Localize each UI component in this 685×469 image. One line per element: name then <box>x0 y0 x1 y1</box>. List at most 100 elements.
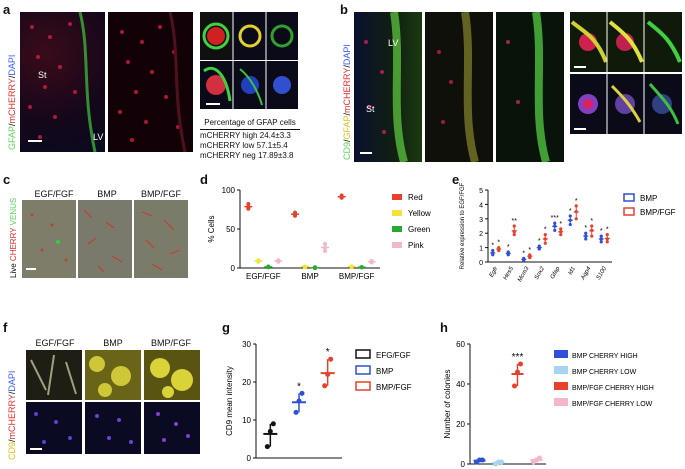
x-tick-label: Mcm3 <box>517 265 531 283</box>
x-tick-label: BMP <box>301 272 318 281</box>
significance-marker: * <box>606 227 609 234</box>
significance-marker: * <box>559 221 562 228</box>
y-tick-label: 40 <box>456 380 465 389</box>
y-axis-label: % Cells <box>207 215 216 242</box>
panel-f-image-bmp-top <box>85 350 141 400</box>
legend-swatch <box>554 398 568 406</box>
data-point <box>270 421 276 427</box>
data-point <box>506 250 510 254</box>
significance-marker: * <box>522 250 525 257</box>
significance-marker: * <box>491 242 494 249</box>
panel-f-stain-label: CD9/mCHERRY/DAPI <box>7 370 17 460</box>
legend-label: BMP/FGF <box>640 208 676 217</box>
data-point <box>491 248 495 253</box>
panel-c-bmp-cells <box>83 209 123 273</box>
legend-label: BMP/FGF <box>376 383 412 392</box>
chart-d: 0 50 100 % Cells EGF/FGF BMP BMP/FGF Red Yellow G… <box>207 186 431 281</box>
legend-swatch <box>392 226 402 232</box>
data-point <box>584 234 588 238</box>
data-point <box>559 230 563 234</box>
data-point <box>512 224 516 228</box>
panel-b-merged-cells <box>364 12 408 162</box>
significance-marker: * <box>507 244 510 251</box>
y-tick-label: 5 <box>479 188 483 195</box>
chart-h: 0 20 40 60 Number of colonies *** BMP CHERRY H… <box>443 340 654 468</box>
y-tick-label: 1 <box>479 246 483 253</box>
data-point <box>568 218 572 222</box>
data-point <box>605 237 609 241</box>
scale-bar <box>26 268 36 270</box>
data-point <box>491 251 495 255</box>
legend-label: BMP CHERRY HIGH <box>572 353 638 360</box>
panel-c-image-bmp <box>78 200 132 278</box>
data-point <box>323 241 327 246</box>
panel-b-zoom-bottom-cells <box>578 74 680 134</box>
legend-label: Pink <box>408 241 425 250</box>
data-point <box>574 210 578 214</box>
significance-marker: * <box>544 227 547 234</box>
data-point <box>537 244 541 248</box>
legend-label: BMP/FGF CHERRY HIGH <box>572 385 654 392</box>
scale-bar <box>574 66 586 68</box>
legend-swatch <box>355 365 371 375</box>
region-lv-label: LV <box>388 38 399 48</box>
data-point <box>512 383 517 389</box>
panel-f-bmp-bottom-cells <box>95 414 133 444</box>
panel-c-egf-fgf-cells <box>30 213 68 262</box>
data-point <box>264 444 270 450</box>
data-point <box>574 204 578 208</box>
region-lv-label: LV <box>93 132 104 142</box>
gfap-percentage-table: Percentage of GFAP cells mCHERRY high 24… <box>200 118 300 161</box>
panel-label-h: h <box>440 320 448 335</box>
panel-b-zoom-image-top <box>570 12 682 72</box>
data-point <box>303 264 307 269</box>
data-point <box>599 240 603 244</box>
data-point <box>590 228 594 232</box>
y-tick-label: 60 <box>456 340 465 349</box>
data-point <box>599 234 603 238</box>
data-point <box>568 214 572 218</box>
significance-marker: *** <box>512 352 524 363</box>
legend-swatch <box>554 366 568 374</box>
panel-f-image-bmp-fgf-top <box>144 350 200 400</box>
data-point <box>599 237 603 241</box>
table-row: mCHERRY high 24.4±3.3 <box>200 131 291 140</box>
data-point <box>515 369 520 375</box>
data-point <box>605 233 609 237</box>
data-point <box>553 228 557 232</box>
panel-label-f: f <box>3 320 8 335</box>
table-title: Percentage of GFAP cells <box>200 118 300 130</box>
legend-label: Green <box>408 225 430 234</box>
chart-e: 0 1 2 3 4 5 Relative expression to EGF/FGF Egfr… <box>460 182 676 283</box>
y-axis-label: CD9 mean intensity <box>225 366 234 436</box>
legend-label: Yellow <box>408 209 431 218</box>
data-point <box>528 253 532 257</box>
significance-marker: * <box>569 208 572 215</box>
condition-label: BMP/FGF <box>141 189 181 199</box>
panel-f-egf-fgf-bottom-cells <box>34 412 72 444</box>
panel-b-green-image <box>496 12 564 162</box>
legend-label: BMP/FGF CHERRY LOW <box>572 401 653 408</box>
significance-marker: * <box>528 247 531 254</box>
y-axis-label: Relative expression to EGF/FGF <box>460 182 466 269</box>
y-axis-label: Number of colonies <box>443 370 452 439</box>
significance-marker: * <box>590 218 593 225</box>
panel-label-b: b <box>340 2 348 17</box>
panel-f-image-egf-fgf-top <box>26 350 82 400</box>
data-point <box>522 256 526 260</box>
scale-bar <box>28 140 42 142</box>
data-point <box>584 237 588 241</box>
data-point <box>590 224 594 228</box>
y-tick-label: 10 <box>242 416 251 425</box>
y-tick-label: 4 <box>479 202 483 209</box>
y-tick-label: 0 <box>461 460 466 468</box>
scale-bar <box>574 128 586 130</box>
data-point <box>543 237 547 241</box>
significance-marker: * <box>538 238 541 245</box>
scale-bar <box>360 152 372 154</box>
panel-a-zoom-image-top <box>200 12 298 60</box>
significance-marker: * <box>584 225 587 232</box>
legend-swatch <box>623 193 635 202</box>
panel-a-zoom-image-bottom <box>200 61 298 109</box>
data-point <box>553 221 557 225</box>
